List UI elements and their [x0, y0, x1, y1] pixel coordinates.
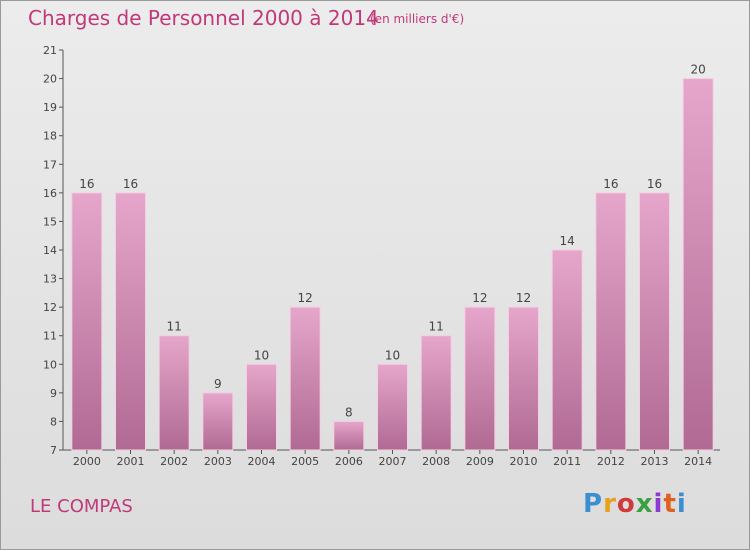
logo-letter: o: [616, 489, 636, 519]
logo-letter: r: [603, 489, 617, 519]
x-tick-label: 2014: [684, 455, 712, 468]
y-tick-label: 12: [43, 301, 57, 314]
y-tick-label: 8: [50, 415, 57, 428]
bar: [682, 78, 714, 451]
bar-value-label: 16: [647, 177, 662, 191]
bar: [246, 363, 277, 451]
bar: [377, 363, 408, 451]
logo-letter: P: [583, 489, 604, 519]
y-tick-label: 20: [43, 73, 57, 86]
logo-letter: x: [635, 489, 654, 519]
bar-value-label: 12: [298, 291, 313, 305]
y-tick-label: 18: [43, 130, 57, 143]
bar-value-label: 9: [214, 377, 222, 391]
bar: [115, 192, 146, 451]
y-tick-label: 15: [43, 215, 57, 228]
bar: [289, 306, 321, 451]
x-tick-label: 2012: [597, 455, 625, 468]
y-tick-label: 11: [43, 330, 57, 343]
bar: [464, 306, 496, 451]
y-tick-label: 9: [50, 387, 57, 400]
y-tick-label: 21: [43, 44, 57, 57]
y-tick-label: 13: [43, 273, 57, 286]
y-tick-label: 14: [43, 244, 57, 257]
bar: [202, 392, 234, 451]
y-tick-label: 17: [43, 158, 57, 171]
bar: [158, 335, 190, 451]
x-tick-label: 2008: [422, 455, 450, 468]
y-tick-label: 7: [50, 444, 57, 457]
x-tick-label: 2007: [379, 455, 407, 468]
bar-value-label: 16: [79, 177, 94, 191]
logo-letter: i: [676, 489, 687, 519]
logo-letter: i: [653, 489, 664, 519]
bar-value-label: 10: [385, 348, 400, 362]
bar: [639, 192, 670, 451]
x-tick-label: 2010: [510, 455, 538, 468]
bar-value-label: 10: [254, 348, 269, 362]
x-tick-label: 2003: [204, 455, 232, 468]
bar-value-label: 8: [345, 405, 353, 419]
bar-value-label: 12: [516, 291, 531, 305]
x-tick-label: 2002: [160, 455, 188, 468]
x-tick-label: 2001: [117, 455, 145, 468]
bar-value-label: 16: [123, 177, 138, 191]
y-tick-label: 16: [43, 187, 57, 200]
x-tick-label: 2006: [335, 455, 363, 468]
commune-name: LE COMPAS: [30, 496, 133, 517]
bar: [333, 420, 365, 451]
x-tick-label: 2013: [641, 455, 669, 468]
bar: [551, 249, 583, 451]
y-tick-label: 19: [43, 101, 57, 114]
x-tick-label: 2009: [466, 455, 494, 468]
bar-value-label: 20: [691, 63, 706, 77]
bar-value-label: 11: [167, 320, 182, 334]
bar: [595, 192, 627, 451]
chart-title: Charges de Personnel 2000 à 2014: [28, 6, 379, 30]
x-tick-label: 2000: [73, 455, 101, 468]
x-tick-label: 2011: [553, 455, 581, 468]
x-tick-label: 2005: [291, 455, 319, 468]
bar-value-label: 11: [429, 320, 444, 334]
bar-value-label: 12: [472, 291, 487, 305]
bar-value-label: 16: [603, 177, 618, 191]
bar: [71, 192, 103, 451]
proxiti-logo[interactable]: Proxiti: [583, 489, 687, 519]
bar-value-label: 14: [560, 234, 575, 248]
chart-unit: (en milliers d'€): [370, 12, 465, 26]
bar: [508, 306, 539, 451]
x-tick-label: 2004: [248, 455, 276, 468]
y-tick-label: 10: [43, 358, 57, 371]
bar: [420, 335, 452, 451]
logo-letter: t: [663, 489, 677, 519]
